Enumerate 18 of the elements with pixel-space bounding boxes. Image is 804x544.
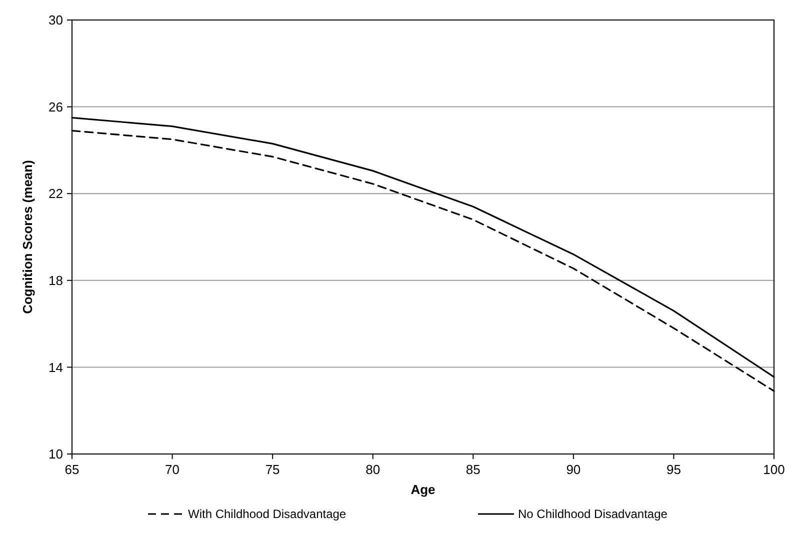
y-tick-label: 10 <box>48 446 63 462</box>
x-axis-title: Age <box>410 482 436 497</box>
x-tick-label: 70 <box>165 462 180 477</box>
x-tick-label: 100 <box>763 462 785 477</box>
y-tick-label: 18 <box>48 272 63 288</box>
y-tick-label: 30 <box>48 12 63 28</box>
x-tick-label: 95 <box>666 462 681 477</box>
x-tick-label: 80 <box>366 462 380 477</box>
x-tick-label: 65 <box>64 462 80 477</box>
x-tick-label: 90 <box>566 462 581 477</box>
y-tick-label: 22 <box>48 186 63 202</box>
legend-label: With Childhood Disadvantage <box>188 507 346 522</box>
x-tick-label: 85 <box>466 462 480 477</box>
legend-label: No Childhood Disadvantage <box>518 507 668 522</box>
y-tick-label: 26 <box>48 99 63 114</box>
x-tick-label: 75 <box>265 462 280 477</box>
y-tick-label: 14 <box>48 360 63 375</box>
y-axis-title: Cognition Scores (mean) <box>20 160 35 314</box>
